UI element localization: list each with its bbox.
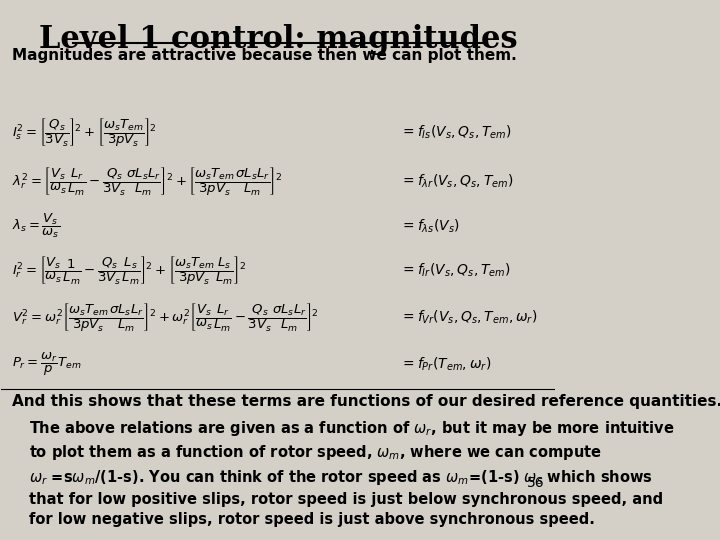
Text: $= f_{\lambda r}(V_s, Q_s, T_{em})$: $= f_{\lambda r}(V_s, Q_s, T_{em})$ [400,173,514,191]
Text: $= f_{Ir}(V_s, Q_s, T_{em})$: $= f_{Ir}(V_s, Q_s, T_{em})$ [400,262,511,279]
Text: $= f_{Vr}(V_s, Q_s, T_{em}, \omega_r)$: $= f_{Vr}(V_s, Q_s, T_{em}, \omega_r)$ [400,309,538,326]
Text: $\lambda_s = \dfrac{V_s}{\omega_s}$: $\lambda_s = \dfrac{V_s}{\omega_s}$ [12,212,60,240]
Text: $= f_{Is}(V_s, Q_s, T_{em})$: $= f_{Is}(V_s, Q_s, T_{em})$ [400,124,512,141]
Text: 56: 56 [526,476,544,490]
Text: $\lambda_r^2 = \left[\dfrac{V_s}{\omega_s}\dfrac{L_r}{L_m} - \dfrac{Q_s}{3V_s}\d: $\lambda_r^2 = \left[\dfrac{V_s}{\omega_… [12,165,283,198]
Text: $= f_{Pr}(T_{em}, \omega_r)$: $= f_{Pr}(T_{em}, \omega_r)$ [400,356,492,373]
Text: The above relations are given as a function of $\omega_r$, but it may be more in: The above relations are given as a funct… [29,418,675,526]
Text: And this shows that these terms are functions of our desired reference quantitie: And this shows that these terms are func… [12,394,720,409]
Text: $= f_{\lambda s}(V_s)$: $= f_{\lambda s}(V_s)$ [400,218,460,235]
Text: Level 1 control: magnitudes: Level 1 control: magnitudes [39,24,518,55]
Text: $I_r^2 = \left[\dfrac{V_s}{\omega_s}\dfrac{1}{L_m} - \dfrac{Q_s}{3V_s}\dfrac{L_s: $I_r^2 = \left[\dfrac{V_s}{\omega_s}\dfr… [12,254,247,287]
Text: $V_r^2 = \omega_r^2\left[\dfrac{\omega_s T_{em}}{3pV_s}\dfrac{\sigma L_s L_r}{L_: $V_r^2 = \omega_r^2\left[\dfrac{\omega_s… [12,301,319,334]
Text: $I_s^2 = \left[\dfrac{Q_s}{3V_s}\right]^2 + \left[\dfrac{\omega_s T_{em}}{3pV_s}: $I_s^2 = \left[\dfrac{Q_s}{3V_s}\right]^… [12,116,158,148]
Text: Magnitudes are attractive because then we can plot them.: Magnitudes are attractive because then w… [12,48,517,63]
Text: $P_r = \dfrac{\omega_r}{p}T_{em}$: $P_r = \dfrac{\omega_r}{p}T_{em}$ [12,351,82,378]
